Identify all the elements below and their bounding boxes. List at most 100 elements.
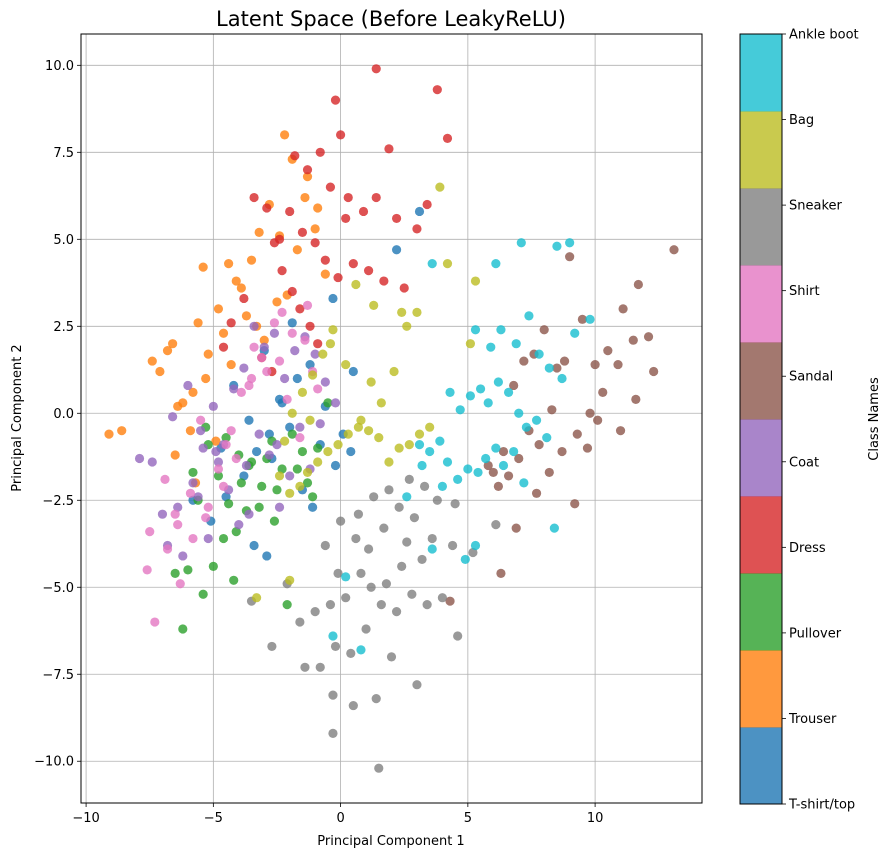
- point-shirt: [295, 433, 305, 443]
- point-sneaker: [432, 495, 442, 505]
- point-coat: [244, 509, 254, 519]
- point-dress: [442, 133, 453, 143]
- point-trouser: [302, 172, 313, 182]
- point-trouser: [246, 255, 257, 265]
- point-pullover: [183, 565, 193, 575]
- point-sneaker: [437, 593, 448, 603]
- x-axis-label: Principal Component 1: [317, 834, 464, 849]
- point-t-shirt-top: [264, 429, 274, 439]
- point-coat: [274, 502, 285, 512]
- point-coat: [249, 321, 259, 331]
- colorbar-tick-label: Trouser: [788, 712, 837, 727]
- point-dress: [335, 130, 346, 140]
- point-shirt: [175, 579, 185, 589]
- point-t-shirt-top: [221, 492, 231, 502]
- point-ankle-boot: [417, 460, 427, 471]
- point-dress: [269, 238, 280, 248]
- point-sandal: [615, 426, 626, 436]
- point-dress: [399, 283, 409, 293]
- point-t-shirt-top: [391, 245, 402, 255]
- colorbar-segment: [740, 188, 782, 266]
- point-bag: [325, 339, 336, 349]
- point-ankle-boot: [491, 443, 501, 453]
- point-sneaker: [328, 690, 338, 700]
- point-bag: [412, 307, 422, 317]
- point-dress: [363, 266, 374, 276]
- point-pullover: [297, 446, 308, 457]
- point-sneaker: [330, 641, 341, 652]
- point-ankle-boot: [516, 238, 526, 248]
- point-dress: [341, 213, 351, 224]
- point-sandal: [503, 471, 514, 481]
- point-pullover: [302, 478, 313, 488]
- point-sneaker: [376, 600, 386, 610]
- y-tick-label: −5.0: [42, 581, 74, 596]
- colorbar-tick-label: T-shirt/top: [788, 798, 855, 813]
- point-dress: [290, 151, 300, 161]
- point-sneaker: [356, 568, 366, 578]
- point-sneaker: [351, 533, 361, 544]
- point-dress: [330, 95, 341, 105]
- point-shirt: [213, 464, 224, 474]
- point-pullover: [277, 464, 287, 474]
- point-shirt: [246, 373, 257, 384]
- point-dress: [333, 272, 343, 283]
- point-trouser: [188, 387, 198, 398]
- y-axis-label: Principal Component 2: [10, 344, 25, 491]
- point-ankle-boot: [473, 467, 483, 478]
- point-sneaker: [453, 631, 463, 641]
- colorbar-tick-label: Ankle boot: [789, 28, 859, 43]
- point-bag: [274, 471, 285, 481]
- point-sneaker: [381, 579, 392, 589]
- point-dress: [310, 238, 320, 248]
- colorbar-frame: [739, 33, 783, 805]
- point-t-shirt-top: [262, 551, 272, 561]
- point-bag: [353, 422, 364, 432]
- point-ankle-boot: [496, 325, 506, 335]
- point-sneaker: [348, 700, 358, 711]
- point-dress: [391, 213, 402, 224]
- point-ankle-boot: [514, 408, 524, 418]
- point-pullover: [208, 561, 218, 571]
- point-coat: [310, 349, 320, 359]
- point-trouser: [313, 203, 323, 213]
- point-sneaker: [325, 600, 336, 610]
- point-t-shirt-top: [252, 446, 262, 457]
- y-tick-label: 5.0: [53, 233, 74, 248]
- point-bag: [343, 429, 353, 439]
- point-trouser: [147, 356, 157, 366]
- point-pullover: [282, 600, 292, 610]
- point-coat: [173, 502, 183, 512]
- point-sneaker: [397, 561, 407, 571]
- point-pullover: [287, 429, 297, 439]
- point-bag: [356, 415, 366, 425]
- point-sandal: [488, 467, 498, 478]
- plot-frame: [80, 33, 703, 804]
- point-ankle-boot: [565, 238, 575, 248]
- point-shirt: [173, 520, 183, 530]
- point-shirt: [277, 307, 287, 317]
- point-pullover: [218, 533, 229, 544]
- point-dress: [249, 192, 259, 203]
- point-dress: [297, 227, 308, 237]
- point-sneaker: [404, 474, 414, 484]
- point-sneaker: [450, 499, 460, 509]
- point-bag: [318, 349, 328, 359]
- point-bag: [384, 457, 394, 467]
- point-coat: [198, 443, 208, 453]
- point-shirt: [287, 328, 297, 338]
- colorbar-segment: [740, 265, 782, 343]
- point-dress: [226, 318, 236, 328]
- point-bag: [341, 359, 351, 370]
- point-bag: [397, 307, 407, 317]
- point-ankle-boot: [531, 415, 542, 425]
- point-pullover: [272, 485, 282, 495]
- point-t-shirt-top: [285, 422, 295, 432]
- point-coat: [234, 520, 244, 530]
- point-shirt: [300, 335, 310, 345]
- point-ankle-boot: [437, 481, 448, 491]
- point-sandal: [598, 387, 608, 398]
- point-ankle-boot: [463, 464, 473, 474]
- point-ankle-boot: [544, 363, 554, 373]
